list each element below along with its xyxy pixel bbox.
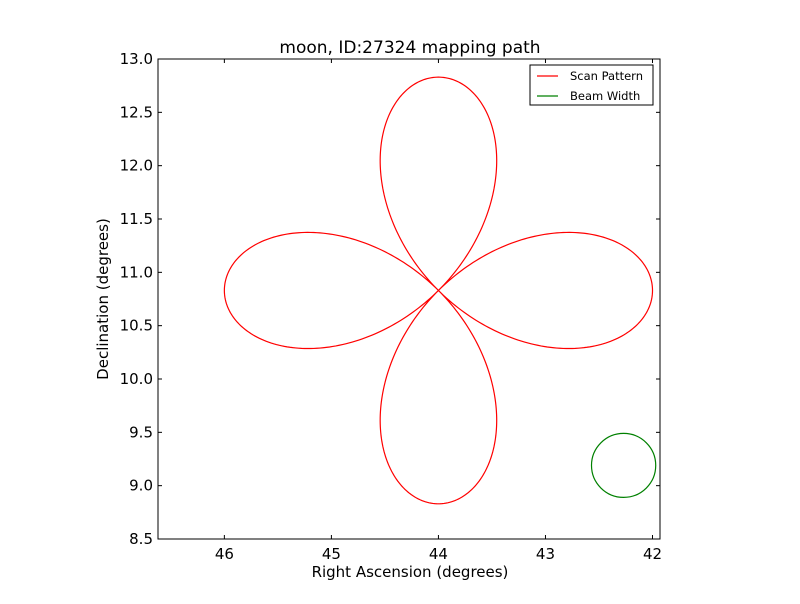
series-group xyxy=(223,76,657,505)
y-tick-label: 12.0 xyxy=(120,157,153,175)
legend-label-beam-width: Beam Width xyxy=(570,89,640,103)
y-tick-label: 8.5 xyxy=(129,530,153,548)
axis-ticks: 46 45 44 43 42 8.5 9.0 9.5 10.0 10.5 11.0 11.5 12.0 1… xyxy=(120,50,662,563)
y-axis-label: Declination (degrees) xyxy=(94,218,112,380)
chart-title: moon, ID:27324 mapping path xyxy=(279,38,540,58)
y-tick-label: 11.0 xyxy=(120,263,153,281)
legend: Scan Pattern Beam Width xyxy=(529,64,654,106)
x-axis-label: Right Ascension (degrees) xyxy=(312,563,509,581)
y-tick-label: 11.5 xyxy=(120,210,153,228)
y-tick-label: 9.5 xyxy=(129,423,153,441)
beam-width-circle xyxy=(590,432,657,498)
y-tick-label: 10.0 xyxy=(120,370,153,388)
x-tick-label: 42 xyxy=(643,545,662,563)
legend-label-scan-pattern: Scan Pattern xyxy=(570,69,643,83)
x-tick-label: 44 xyxy=(429,545,448,563)
x-tick-label: 45 xyxy=(322,545,341,563)
y-tick-label: 12.5 xyxy=(120,103,153,121)
plot-frame xyxy=(157,58,661,540)
x-tick-label: 46 xyxy=(215,545,234,563)
legend-box xyxy=(529,64,654,106)
y-tick-label: 9.0 xyxy=(129,477,153,495)
y-tick-label: 13.0 xyxy=(120,50,153,68)
plot-area xyxy=(223,76,657,505)
scan-pattern-line xyxy=(223,76,654,505)
y-tick-label: 10.5 xyxy=(120,317,153,335)
x-tick-label: 43 xyxy=(536,545,555,563)
